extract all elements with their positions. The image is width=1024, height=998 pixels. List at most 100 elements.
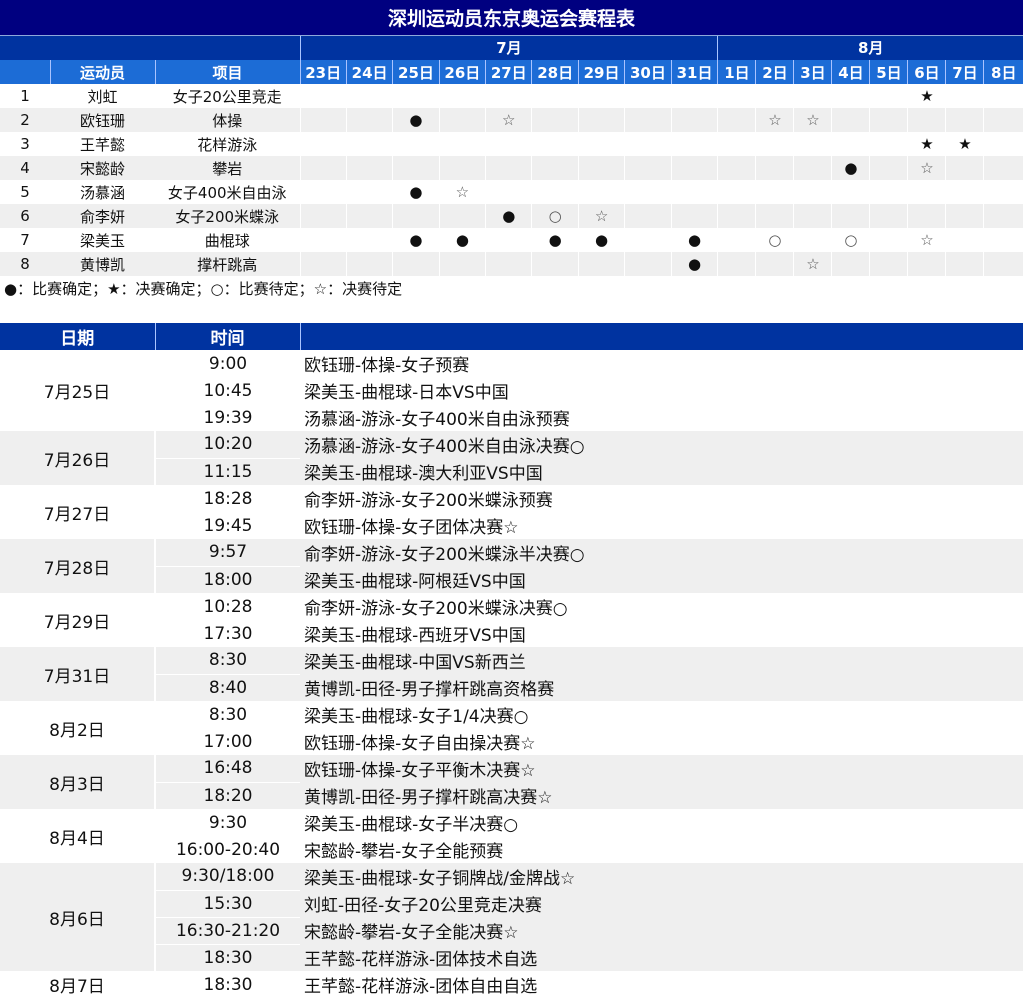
day-cell: [577, 252, 625, 276]
athlete-row: 6 俞李妍 女子200米蝶泳 ● ○ ☆: [0, 204, 1024, 228]
day-cell: [345, 180, 393, 204]
day-cell: [299, 84, 347, 108]
day-cell: [624, 252, 672, 276]
day-cell: [755, 156, 794, 180]
day-cell: [907, 180, 946, 204]
day-cell: [717, 228, 756, 252]
header-day: 25日: [392, 60, 440, 84]
day-cell: [624, 204, 672, 228]
schedule-row: 8:40 黄博凯-田径-男子撑杆跳高资格赛: [0, 674, 1023, 702]
day-cell: [577, 108, 625, 132]
schedule-row: 18:30 王芊懿-花样游泳-团体技术自选: [0, 944, 1023, 972]
header-day: 1日: [717, 60, 756, 84]
schedule-event: 汤慕涵-游泳-女子400米自由泳预赛: [304, 410, 570, 430]
day-cell: [983, 156, 1024, 180]
day-cell: [717, 156, 756, 180]
schedule-row: 7月28日 9:57 俞李妍-游泳-女子200米蝶泳半决赛○: [0, 539, 1023, 593]
confirmed-final-icon: ★: [907, 84, 946, 108]
day-cell: [907, 252, 946, 276]
confirmed-match-icon: ●: [670, 228, 718, 252]
pending-match-icon: ○: [531, 204, 579, 228]
day-cell: [577, 180, 625, 204]
day-cell: [438, 204, 486, 228]
day-cell: [869, 156, 908, 180]
day-cell: [831, 84, 870, 108]
pending-final-icon: ☆: [793, 108, 832, 132]
schedule-date: 8月6日: [0, 863, 156, 971]
day-cell: [869, 252, 908, 276]
confirmed-final-icon: ★: [907, 132, 946, 156]
schedule-event: 欧钰珊-体操-女子预赛: [304, 356, 470, 376]
athlete-row: 2 欧钰珊 体操 ● ☆ ☆ ☆: [0, 108, 1024, 132]
schedule-date: 7月27日: [0, 485, 156, 539]
day-cell: [531, 252, 579, 276]
header-day: 2日: [755, 60, 794, 84]
day-cell: [624, 156, 672, 180]
schedule-row: 7月29日 10:28 俞李妍-游泳-女子200米蝶泳决赛○: [0, 593, 1023, 647]
header-event: 项目: [154, 60, 300, 84]
schedule-time: 10:28: [203, 596, 253, 617]
schedule-event: 宋懿龄-攀岩-女子全能预赛: [304, 842, 504, 862]
schedule-time: 9:00: [208, 353, 248, 374]
header-day: 8日: [983, 60, 1024, 84]
pending-final-icon: ☆: [907, 156, 946, 180]
schedule-event: 欧钰珊-体操-女子团体决赛☆: [304, 518, 519, 538]
day-cell: [299, 252, 347, 276]
athlete-number: 8: [0, 252, 50, 276]
schedule-row: 8月3日 16:48 欧钰珊-体操-女子平衡木决赛☆: [0, 755, 1023, 809]
confirmed-final-icon: ★: [945, 132, 984, 156]
schedule-time: 10:45: [203, 380, 253, 401]
day-cell: [392, 204, 440, 228]
confirmed-match-icon: ●: [392, 108, 440, 132]
month-spacer: [0, 35, 300, 60]
schedule-event: 俞李妍-游泳-女子200米蝶泳半决赛○: [300, 539, 1023, 566]
day-cell: [531, 108, 579, 132]
day-cell: [624, 132, 672, 156]
day-cell: [945, 180, 984, 204]
athlete-number: 1: [20, 87, 30, 105]
confirmed-match-icon: ●: [392, 228, 440, 252]
schedule-row: 7月31日 8:30 梁美玉-曲棍球-中国VS新西兰: [0, 647, 1023, 701]
schedule-event: 俞李妍-游泳-女子200米蝶泳决赛○: [304, 599, 568, 619]
schedule-event: 梁美玉-曲棍球-阿根廷VS中国: [300, 566, 1023, 593]
schedule-time: 17:30: [203, 623, 253, 644]
schedule-date: 7月29日: [0, 593, 156, 647]
schedule-time: 19:45: [203, 515, 253, 536]
schedule-event: 刘虹-田径-女子20公里竞走决赛: [300, 890, 1023, 917]
day-cell: [624, 180, 672, 204]
day-cell: [392, 84, 440, 108]
schedule-time: 8:30: [155, 647, 300, 675]
header-day: 26日: [438, 60, 486, 84]
confirmed-match-icon: ●: [577, 228, 625, 252]
day-cell: [345, 156, 393, 180]
schedule-date: 7月31日: [0, 647, 156, 701]
day-cell: [793, 156, 832, 180]
day-cell: [485, 180, 532, 204]
schedule-time: 18:30: [203, 974, 253, 995]
day-cell: [831, 252, 870, 276]
day-cell: [717, 84, 756, 108]
pending-final-icon: ☆: [438, 180, 486, 204]
schedule-event: 王芊懿-花样游泳-团体自由自选: [304, 977, 538, 997]
day-cell: [983, 84, 1024, 108]
athlete-event: 撑杆跳高: [155, 252, 300, 276]
athlete-name: 欧钰珊: [50, 108, 155, 132]
day-cell: [831, 180, 870, 204]
header-day: 7日: [945, 60, 984, 84]
schedule-event: 梁美玉-曲棍球-中国VS新西兰: [300, 647, 1023, 674]
athlete-number: 2: [0, 108, 50, 132]
day-cell: [717, 252, 756, 276]
athlete-name: 梁美玉: [79, 231, 125, 250]
day-cell: [299, 228, 347, 252]
confirmed-match-icon: ●: [531, 228, 579, 252]
athlete-row: 4 宋懿龄 攀岩 ● ☆: [0, 156, 1024, 180]
schedule-event: 欧钰珊-体操-女子自由操决赛☆: [304, 734, 536, 754]
day-cell: [485, 132, 532, 156]
day-cell: [438, 156, 486, 180]
athlete-event: 女子400米自由泳: [167, 183, 287, 202]
day-cell: [831, 132, 870, 156]
athlete-number: 3: [20, 135, 30, 153]
day-cell: [793, 132, 832, 156]
schedule-time: 8:40: [155, 674, 300, 702]
header-day: 24日: [345, 60, 393, 84]
